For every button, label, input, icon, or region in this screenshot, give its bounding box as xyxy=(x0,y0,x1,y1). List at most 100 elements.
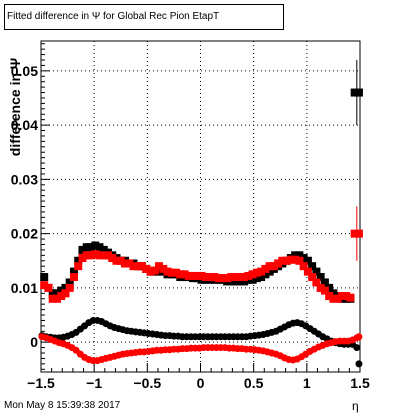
data-point-square xyxy=(325,283,334,292)
data-point-square xyxy=(231,277,240,286)
data-point-square xyxy=(57,286,66,295)
data-point-square xyxy=(308,262,317,271)
data-point-square xyxy=(248,270,257,279)
data-point-square xyxy=(354,229,363,238)
data-point-square xyxy=(180,270,189,279)
data-point-square xyxy=(299,262,308,271)
data-point-square xyxy=(95,243,104,252)
series-fit-mean-black-squares xyxy=(40,88,363,303)
data-point-square xyxy=(320,286,329,295)
data-point-square xyxy=(299,254,308,263)
data-point-square xyxy=(125,259,134,268)
data-point-square xyxy=(155,267,164,276)
data-point-square xyxy=(65,278,74,287)
y-tick-label: 0.05 xyxy=(11,63,38,79)
data-point-square xyxy=(354,88,363,97)
chart-title: Fitted difference in Ψ for Global Rec Pi… xyxy=(4,4,284,30)
data-point-square xyxy=(274,259,283,268)
data-point-square xyxy=(350,88,359,97)
data-point-square xyxy=(57,292,66,301)
data-point-square xyxy=(78,245,87,254)
data-point-square xyxy=(218,274,227,283)
data-point-square xyxy=(61,289,70,298)
data-point-square xyxy=(291,251,300,260)
data-point-square xyxy=(257,273,266,282)
data-point-square xyxy=(269,262,278,271)
data-point-square xyxy=(240,273,249,282)
data-point-square xyxy=(350,229,359,238)
data-point-square xyxy=(163,267,172,276)
x-tick-label: 0.5 xyxy=(244,375,264,391)
data-point-square xyxy=(69,267,78,276)
data-point-square xyxy=(316,283,325,292)
data-point-square xyxy=(91,250,100,259)
data-point-square xyxy=(99,245,108,254)
data-point-square xyxy=(103,251,112,260)
x-axis-label: η xyxy=(352,399,359,413)
data-point-square xyxy=(167,268,176,277)
y-tick-label: 0.03 xyxy=(11,171,38,187)
data-point-square xyxy=(206,273,215,282)
data-point-square xyxy=(295,256,304,265)
series-fit-mean-red-squares xyxy=(40,229,363,303)
data-point-square xyxy=(244,271,253,280)
x-tick-label: −0.5 xyxy=(134,375,162,391)
data-point-square xyxy=(69,273,78,282)
data-point-square xyxy=(112,256,121,265)
y-tick-label: 0.01 xyxy=(11,280,38,296)
data-point-square xyxy=(82,251,91,260)
y-tick-label: 0.02 xyxy=(11,226,38,242)
data-point-square xyxy=(278,256,287,265)
data-point-square xyxy=(265,262,274,271)
data-point-square xyxy=(333,294,342,303)
data-point-square xyxy=(337,292,346,301)
data-point-square xyxy=(197,271,206,280)
data-point-square xyxy=(346,293,355,302)
data-point-square xyxy=(320,278,329,287)
x-tick-label: −1 xyxy=(86,375,102,391)
x-tick-label: 0 xyxy=(197,375,205,391)
data-point-square xyxy=(184,271,193,280)
data-point-square xyxy=(235,273,244,282)
x-tick-label: 1 xyxy=(303,375,311,391)
data-point-square xyxy=(308,273,317,282)
data-point-square xyxy=(159,264,168,273)
data-point-square xyxy=(286,255,295,264)
data-point-square xyxy=(201,273,210,282)
data-point-square xyxy=(227,273,236,282)
data-point-square xyxy=(48,289,57,298)
data-point-square xyxy=(189,271,198,280)
data-point-square xyxy=(116,256,125,265)
timestamp: Mon May 8 15:39:38 2017 xyxy=(4,400,121,411)
data-point-square xyxy=(303,256,312,265)
data-point-square xyxy=(48,294,57,303)
data-point-square xyxy=(52,289,61,298)
series-fit-sigma-black-dots xyxy=(38,316,363,368)
x-tick-label: −1.5 xyxy=(27,375,55,391)
data-point-square xyxy=(129,262,138,271)
y-tick-label: 0.04 xyxy=(11,117,38,133)
data-point-square xyxy=(108,254,117,263)
data-point-square xyxy=(282,256,291,265)
data-point-square xyxy=(291,255,300,264)
data-point-square xyxy=(223,274,232,283)
data-point-square xyxy=(95,251,104,260)
data-point-square xyxy=(146,267,155,276)
data-point-square xyxy=(52,294,61,303)
data-point-square xyxy=(176,270,185,279)
data-point-square xyxy=(261,270,270,279)
data-point-square xyxy=(303,267,312,276)
data-point-square xyxy=(265,267,274,276)
data-point-square xyxy=(257,267,266,276)
data-point-square xyxy=(40,281,49,290)
data-point-square xyxy=(138,262,147,271)
data-point-square xyxy=(231,273,240,282)
data-point-square xyxy=(40,273,49,282)
data-point-square xyxy=(214,274,223,283)
data-point-square xyxy=(342,292,351,301)
data-point-square xyxy=(99,251,108,260)
data-point-square xyxy=(252,268,261,277)
data-point-square xyxy=(240,277,249,286)
data-point-square xyxy=(235,277,244,286)
